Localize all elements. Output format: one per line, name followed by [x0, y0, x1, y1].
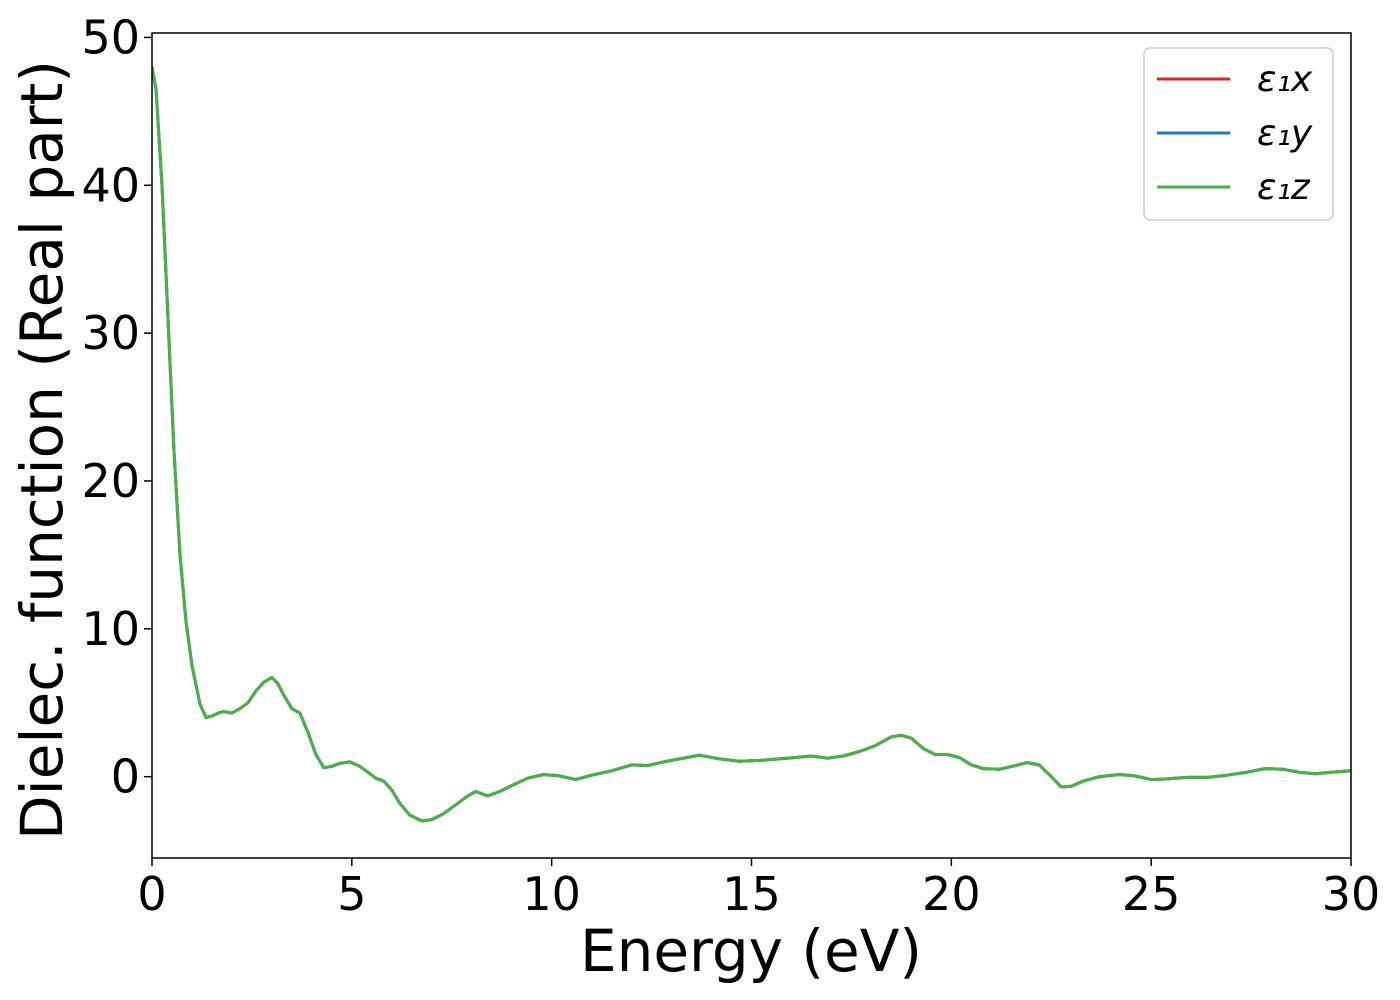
series-lines: [152, 66, 1351, 823]
x-tick-label: 20: [922, 867, 981, 921]
x-tick-label: 30: [1322, 867, 1381, 921]
y-tick-label: 50: [81, 10, 140, 64]
x-tick-label: 0: [137, 867, 166, 921]
y-tick-label: 30: [81, 306, 140, 360]
y-tick-label: 40: [81, 158, 140, 212]
x-tick-label: 5: [337, 867, 366, 921]
series-line-2: [152, 66, 1351, 823]
legend-label: ε₁x: [1257, 59, 1313, 100]
x-tick-label: 25: [1122, 867, 1181, 921]
y-tick-label: 10: [81, 602, 140, 656]
y-tick-label: 20: [81, 454, 140, 508]
y-tick-label: 0: [111, 750, 140, 804]
y-axis-label: Dielec. function (Real part): [8, 60, 76, 840]
x-tick-label: 15: [722, 867, 781, 921]
legend: ε₁x ε₁y ε₁z: [1143, 47, 1334, 221]
legend-label: ε₁y: [1257, 113, 1313, 154]
legend-label: ε₁z: [1257, 167, 1311, 208]
x-tick-label: 10: [522, 867, 581, 921]
axes: 0 5 10 15 20 25 30 0 10 20 30 40 50: [81, 10, 1380, 921]
legend-box: [1143, 47, 1334, 221]
x-axis-label: Energy (eV): [580, 917, 922, 985]
